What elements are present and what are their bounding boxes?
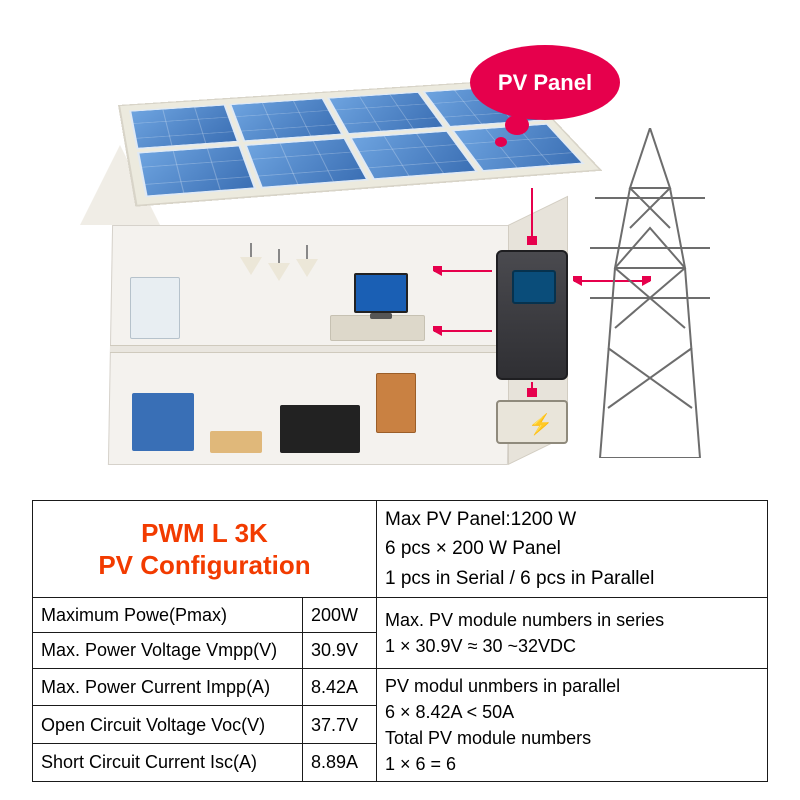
spec-label: Max. Power Current Impp(A) [33,668,303,706]
callout-bubble: PV Panel [470,45,620,120]
table-summary-cell: Max PV Panel:1200 W 6 pcs × 200 W Panel … [377,501,768,598]
summary-line: 6 pcs × 200 W Panel [385,538,561,559]
callout-dot [505,115,529,135]
note-calc: 1 × 6 = 6 [385,754,456,774]
spec-value: 8.89A [303,744,377,782]
solar-panel [137,145,256,197]
inverter-icon [496,250,568,380]
power-tower-icon [590,128,710,458]
table-row: Maximum Powe(Pmax) 200W Max. PV module n… [33,598,768,633]
solar-panel [129,104,239,149]
flow-arrow-icon [434,330,492,332]
spec-label: Short Circuit Current Isc(A) [33,744,303,782]
inverter-display [512,270,556,304]
summary-line: 1 pcs in Serial / 6 pcs in Parallel [385,568,654,589]
pv-spec-table: PWM L 3K PV Configuration Max PV Panel:1… [32,500,768,782]
flow-arrow-icon [531,382,533,396]
note-title: PV modul unmbers in parallel [385,676,620,696]
equipment-box-icon [280,405,360,453]
note-title: Total PV module numbers [385,728,591,748]
monitor-icon [354,273,408,313]
spec-value: 30.9V [303,633,377,668]
spec-label: Maximum Powe(Pmax) [33,598,303,633]
coffee-table-icon [210,431,262,453]
pendant-lamp-icon [240,243,262,277]
table-row: Max. Power Current Impp(A) 8.42A PV modu… [33,668,768,706]
table-title-cell: PWM L 3K PV Configuration [33,501,377,598]
spec-label: Open Circuit Voltage Voc(V) [33,706,303,744]
cabinet-icon [376,373,416,433]
note-title: Max. PV module numbers in series [385,610,664,630]
spec-value: 200W [303,598,377,633]
armchair-icon [132,393,194,451]
spec-note-cell: Max. PV module numbers in series 1 × 30.… [377,598,768,668]
pv-configuration-infographic: PV Panel [0,0,800,800]
system-diagram: PV Panel [50,20,750,490]
pendant-lamp-icon [268,249,290,283]
callout-label: PV Panel [498,70,592,96]
flow-arrow-icon [434,270,492,272]
callout-dot [495,137,507,147]
spec-note-cell: PV modul unmbers in parallel 6 × 8.42A <… [377,668,768,781]
house-cutaway [70,105,550,475]
spec-label: Max. Power Voltage Vmpp(V) [33,633,303,668]
house-floor-divider [110,345,510,353]
spec-value: 37.7V [303,706,377,744]
summary-line: Max PV Panel:1200 W [385,509,576,530]
solar-panel [244,138,368,189]
pv-panel-callout: PV Panel [470,45,630,135]
battery-icon: ⚡ [496,400,568,444]
lightning-icon: ⚡ [528,412,553,437]
table-title-line1: PWM L 3K [141,518,268,548]
monitor-stand [370,313,392,319]
table-title-line2: PV Configuration [98,550,310,580]
spec-value: 8.42A [303,668,377,706]
pendant-lamp-icon [296,245,318,279]
appliance-icon [130,277,180,339]
note-calc: 1 × 30.9V ≈ 30 ~32VDC [385,636,576,656]
table-header-row: PWM L 3K PV Configuration Max PV Panel:1… [33,501,768,598]
flow-arrow-icon [531,188,533,244]
solar-panel [229,98,343,142]
note-calc: 6 × 8.42A < 50A [385,702,514,722]
